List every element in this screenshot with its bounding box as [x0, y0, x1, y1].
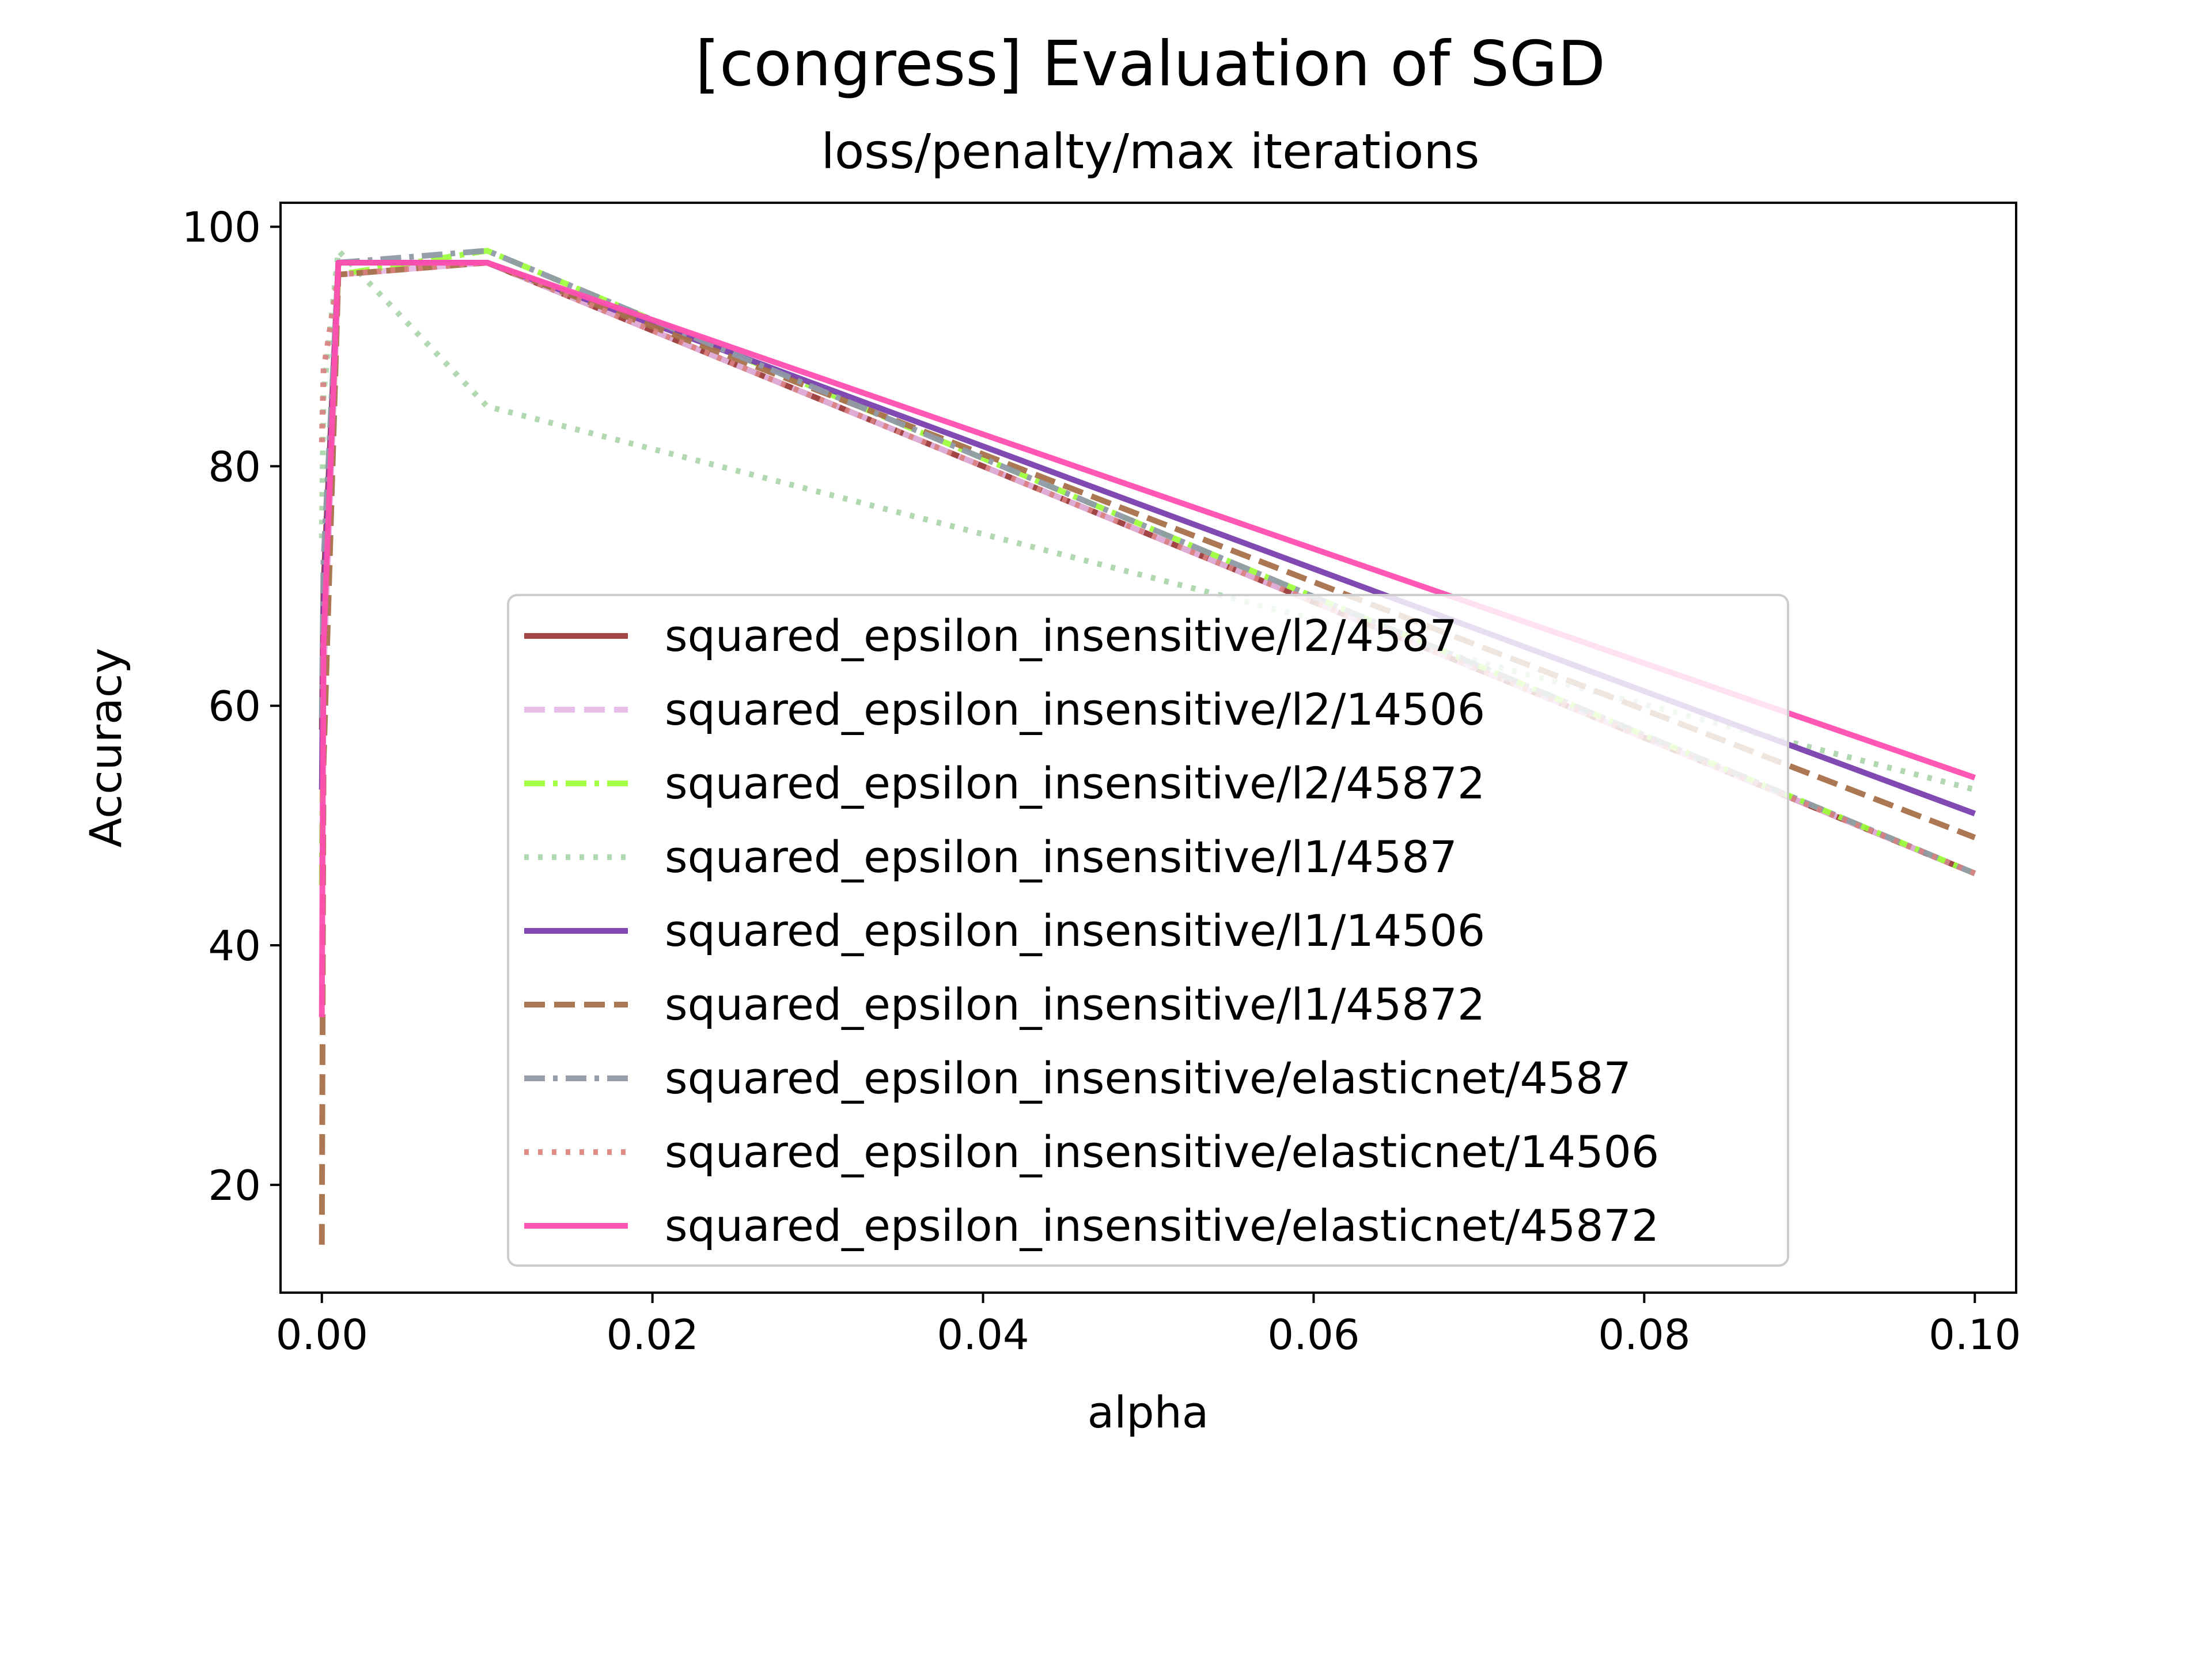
chart-subtitle: loss/penalty/max iterations: [821, 123, 1480, 180]
legend-box: [507, 594, 1789, 1267]
x-tick-label: 0.02: [606, 1310, 698, 1359]
legend-label-2: squared_epsilon_insensitive/l2/14506: [665, 684, 1485, 735]
legend-label-1: squared_epsilon_insensitive/l2/4587: [665, 610, 1457, 661]
legend-label-5: squared_epsilon_insensitive/l1/14506: [665, 905, 1485, 956]
y-axis-ticks: 20 40 60 80 100: [182, 203, 281, 1210]
legend-label-7: squared_epsilon_insensitive/elasticnet/4…: [665, 1052, 1631, 1104]
x-axis-label: alpha: [1088, 1387, 1209, 1438]
x-tick-label: 0.08: [1598, 1310, 1690, 1359]
x-axis-ticks: 0.00 0.02 0.04 0.06 0.08 0.10: [276, 1293, 2021, 1359]
legend: squared_epsilon_insensitive/l2/4587squar…: [507, 594, 1789, 1267]
chart-title: [congress] Evaluation of SGD: [695, 28, 1605, 100]
y-tick-label: 60: [208, 682, 261, 730]
plot-lines: [319, 248, 1976, 1245]
x-tick-label: 0.10: [1929, 1310, 2021, 1359]
legend-label-8: squared_epsilon_insensitive/elasticnet/1…: [665, 1126, 1659, 1177]
series-line-9: [319, 260, 1976, 1017]
legend-label-3: squared_epsilon_insensitive/l2/45872: [665, 757, 1485, 809]
y-tick-label: 20: [208, 1161, 261, 1210]
x-tick-label: 0.00: [276, 1310, 368, 1359]
y-axis-label: Accuracy: [80, 648, 131, 848]
x-tick-label: 0.06: [1267, 1310, 1359, 1359]
y-tick-label: 40: [208, 922, 261, 970]
legend-label-6: squared_epsilon_insensitive/l1/45872: [665, 979, 1485, 1030]
legend-label-9: squared_epsilon_insensitive/elasticnet/4…: [665, 1200, 1659, 1251]
legend-label-4: squared_epsilon_insensitive/l1/4587: [665, 831, 1457, 882]
plot-frame: [279, 202, 2017, 1294]
x-tick-label: 0.04: [937, 1310, 1029, 1359]
y-tick-label: 80: [208, 442, 261, 491]
y-tick-label: 100: [182, 203, 261, 252]
